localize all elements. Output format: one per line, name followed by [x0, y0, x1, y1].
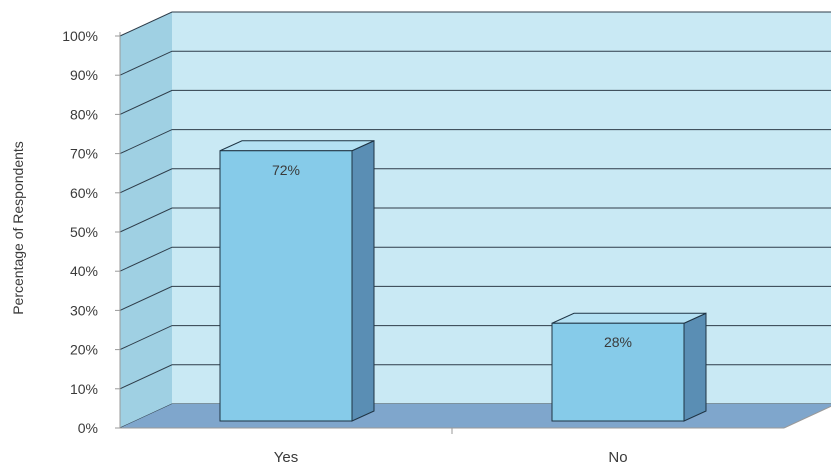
data-label: 28% — [604, 334, 632, 350]
labels-layer: 0% 10% 20% 30% 40% 50% 60% 70% 80% 90% 100% 72% Yes 2… — [62, 28, 632, 466]
y-tick-label: 70% — [70, 146, 98, 162]
y-tick-label: 50% — [70, 224, 98, 240]
bar-side — [351, 139, 375, 422]
gridline — [119, 207, 831, 233]
y-tick-label: 40% — [70, 263, 98, 279]
bar — [219, 150, 353, 422]
bar-side — [683, 312, 707, 422]
axes-layer — [115, 32, 831, 434]
x-tick-label: Yes — [274, 449, 298, 466]
gridline — [119, 285, 831, 311]
gridline — [119, 50, 831, 76]
bar — [551, 322, 685, 422]
y-tick-label: 90% — [70, 67, 98, 83]
bars-layer — [219, 139, 707, 422]
y-tick-label: 80% — [70, 106, 98, 122]
y-axis-title: Percentage of Respondents — [10, 141, 26, 315]
gridline — [119, 11, 831, 37]
bar-no — [551, 312, 707, 422]
floor-edge-line — [783, 405, 831, 429]
bar-top — [219, 140, 375, 152]
gridline — [119, 246, 831, 272]
gridline — [119, 89, 831, 115]
bar-yes — [219, 139, 375, 422]
x-tick-label: No — [608, 449, 627, 466]
y-tick-label: 0% — [78, 420, 98, 436]
y-tick-label: 10% — [70, 381, 98, 397]
data-label: 72% — [272, 162, 300, 178]
y-tick-label: 60% — [70, 185, 98, 201]
y-tick-label: 20% — [70, 342, 98, 358]
bar-top — [551, 312, 707, 324]
y-tick-label: 30% — [70, 302, 98, 318]
gridline — [119, 129, 831, 155]
y-tick-label: 100% — [62, 28, 98, 44]
gridline — [119, 168, 831, 194]
